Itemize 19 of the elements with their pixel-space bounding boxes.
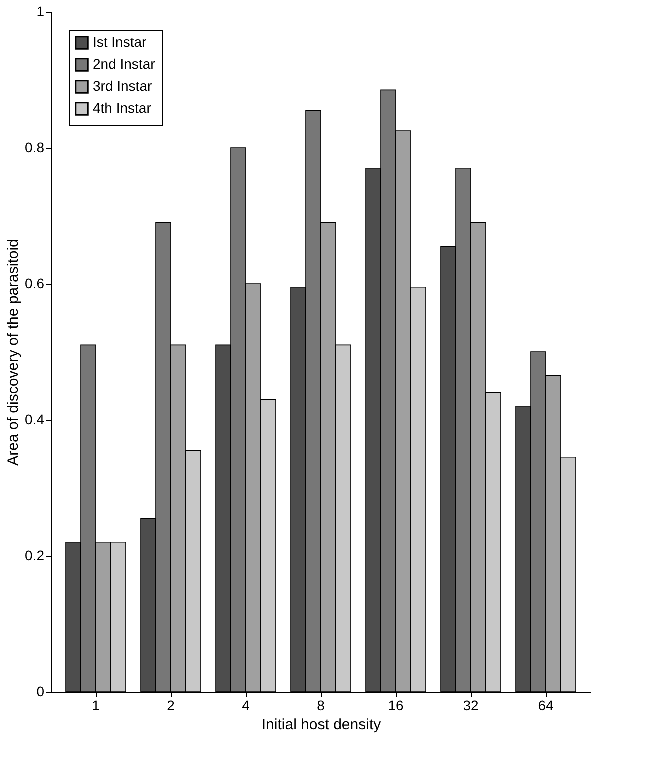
y-tick-label: 0 [36,684,45,700]
y-tick-label: 1 [36,4,45,20]
y-tick-label: 0.4 [25,412,45,428]
x-tick-label: 2 [167,698,176,714]
x-tick-label: 16 [388,698,404,714]
y-tick-label: 0.6 [25,276,45,292]
legend-label: 3rd Instar [93,78,152,94]
x-tick-label: 64 [538,698,554,714]
y-axis-title: Area of discovery of the parasitoid [5,239,22,466]
x-tick-label: 1 [92,698,100,714]
x-tick-label: 4 [242,698,250,714]
x-tick-label: 32 [463,698,479,714]
y-tick-label: 0.2 [25,548,45,564]
x-tick-label: 8 [317,698,326,714]
legend-label: Ist Instar [93,34,148,50]
legend-label: 2nd Instar [93,56,156,72]
legend-label: 4th Instar [93,100,152,116]
x-axis-title: Initial host density [262,716,382,734]
y-tick-label: 0.8 [25,140,45,156]
